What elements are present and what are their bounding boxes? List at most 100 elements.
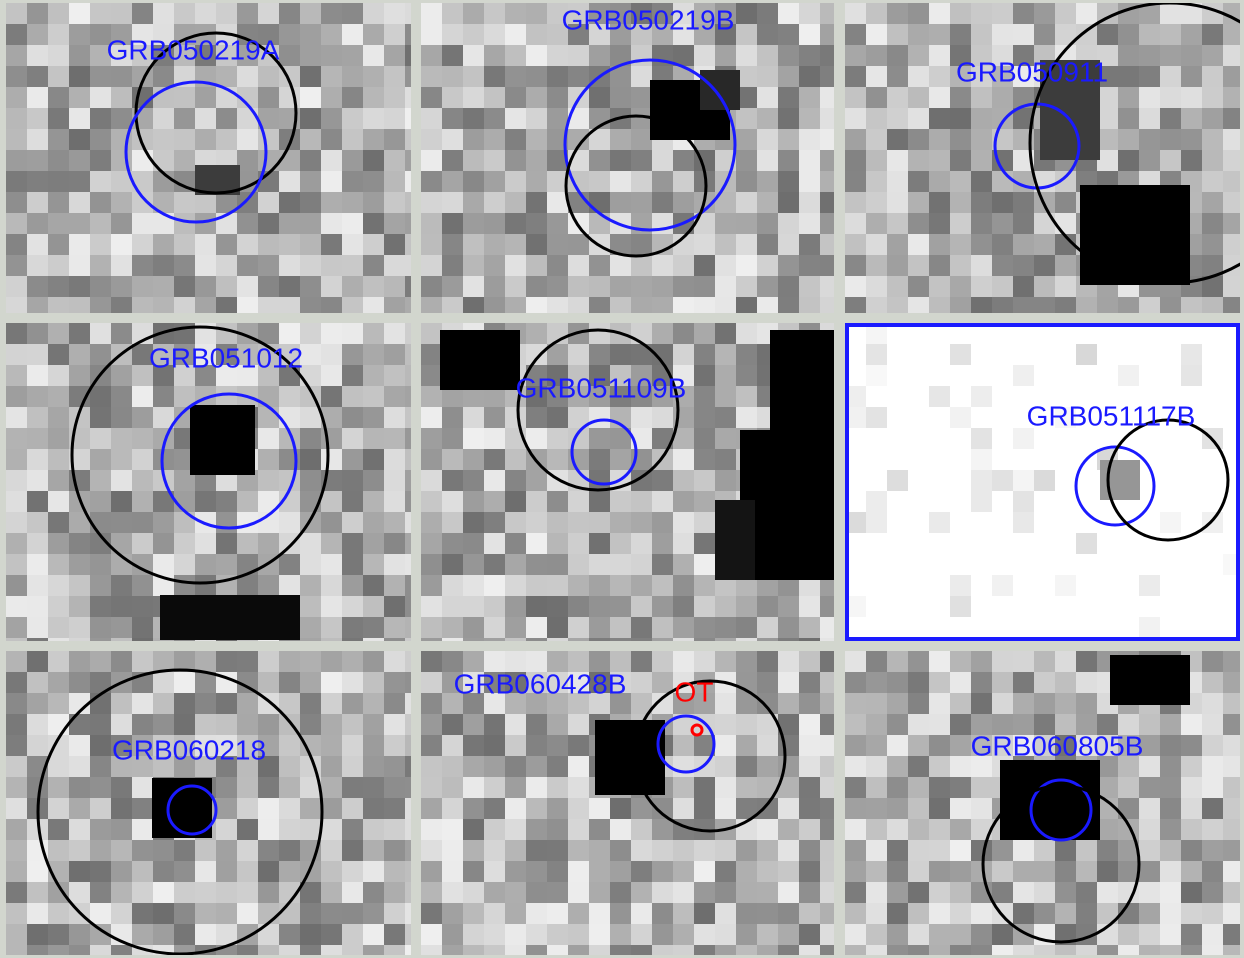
pixel (652, 617, 673, 638)
pixel (111, 213, 132, 234)
pixel (715, 470, 736, 491)
pixel (342, 512, 363, 533)
pixel (971, 150, 992, 171)
pixel (631, 575, 652, 596)
pixel (1097, 596, 1118, 617)
pixel (48, 491, 69, 512)
pixel (384, 428, 405, 449)
pixel (421, 861, 442, 882)
pixel (992, 344, 1013, 365)
pixel (505, 777, 526, 798)
pixel (48, 714, 69, 735)
pixel (908, 554, 929, 575)
pixel (27, 672, 48, 693)
pixel (673, 596, 694, 617)
pixel (342, 777, 363, 798)
pixel (971, 693, 992, 714)
pixel (27, 386, 48, 407)
pixel (799, 672, 820, 693)
pixel (887, 924, 908, 945)
pixel (992, 407, 1013, 428)
pixel (69, 171, 90, 192)
pixel (652, 819, 673, 840)
pixel (384, 533, 405, 554)
pixel (1139, 777, 1160, 798)
pixel (887, 512, 908, 533)
dark-source (700, 70, 740, 110)
pixel (1118, 777, 1139, 798)
pixel (342, 491, 363, 512)
pixel (992, 861, 1013, 882)
pixel (971, 596, 992, 617)
pixel (652, 491, 673, 512)
pixel (992, 171, 1013, 192)
pixel (1181, 575, 1202, 596)
pixel (48, 756, 69, 777)
pixel (652, 533, 673, 554)
pixel (673, 255, 694, 276)
pixel (866, 365, 887, 386)
pixel (27, 24, 48, 45)
pixel (384, 735, 405, 756)
dark-source (440, 330, 520, 390)
pixel (132, 693, 153, 714)
pixel (342, 192, 363, 213)
pixel (1013, 276, 1034, 297)
pixel (736, 45, 757, 66)
pixel (1055, 903, 1076, 924)
pixel (950, 449, 971, 470)
pixel (342, 819, 363, 840)
pixel (6, 861, 27, 882)
pixel (1139, 24, 1160, 45)
pixel (463, 192, 484, 213)
pixel (6, 45, 27, 66)
pixel (950, 575, 971, 596)
pixel (908, 3, 929, 24)
pixel (463, 470, 484, 491)
pixel (757, 596, 778, 617)
pixel (463, 234, 484, 255)
pixel (442, 3, 463, 24)
pixel (694, 882, 715, 903)
pixel (1034, 533, 1055, 554)
pixel (778, 617, 799, 638)
pixel (279, 777, 300, 798)
pixel (866, 651, 887, 672)
pixel (589, 449, 610, 470)
pixel (384, 840, 405, 861)
pixel (1034, 470, 1055, 491)
pixel (673, 554, 694, 575)
pixel (300, 575, 321, 596)
pixel (1160, 533, 1181, 554)
pixel (950, 903, 971, 924)
pixel (694, 428, 715, 449)
pixel (757, 617, 778, 638)
pixel (736, 171, 757, 192)
pixel (1055, 365, 1076, 386)
pixel (195, 87, 216, 108)
pixel (673, 449, 694, 470)
pixel (321, 192, 342, 213)
pixel (90, 323, 111, 344)
pixel (442, 882, 463, 903)
pixel (736, 840, 757, 861)
pixel (1160, 596, 1181, 617)
pixel (992, 108, 1013, 129)
pixel (673, 924, 694, 945)
pixel (69, 714, 90, 735)
pixel (757, 45, 778, 66)
pixel (27, 533, 48, 554)
pixel (69, 255, 90, 276)
pixel (363, 491, 384, 512)
pixel (610, 924, 631, 945)
pixel (845, 24, 866, 45)
pixel (757, 276, 778, 297)
pixel (526, 596, 547, 617)
pixel (908, 533, 929, 554)
pixel (568, 882, 589, 903)
pixel (174, 87, 195, 108)
pixel (384, 651, 405, 672)
pixel (1160, 735, 1181, 756)
pixel (6, 386, 27, 407)
pixel (279, 255, 300, 276)
